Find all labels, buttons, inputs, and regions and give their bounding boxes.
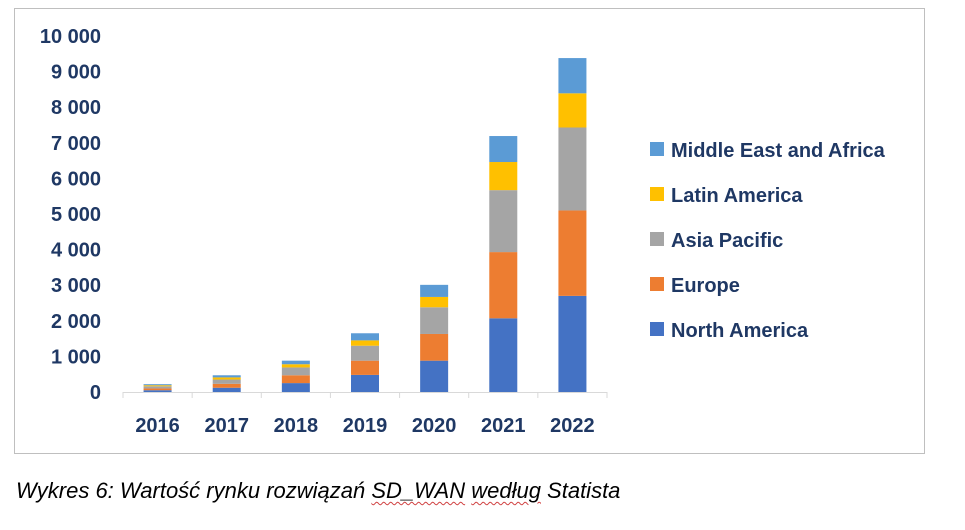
legend-label: Asia Pacific — [671, 230, 783, 252]
bar-segment — [558, 93, 587, 128]
bar-segment — [489, 252, 518, 319]
caption-term-wedlug: według — [471, 478, 541, 503]
bars — [143, 58, 587, 392]
y-tick-label: 4 000 — [51, 240, 101, 262]
stacked-bar-chart: 0 1 000 2 000 3 000 4 000 5 000 6 000 7 000 8 00… — [40, 26, 886, 437]
bar-segment — [489, 318, 518, 392]
bar-segment — [143, 388, 172, 391]
y-tick-label: 5 000 — [51, 204, 101, 226]
bar-segment — [281, 375, 310, 384]
y-tick-label: 6 000 — [51, 168, 101, 190]
bar-segment — [351, 340, 379, 346]
bar-segment — [212, 375, 241, 378]
caption-term-sdwan: SD_WAN — [371, 478, 466, 503]
x-tick-label: 2018 — [274, 415, 319, 437]
y-tick-label: 9 000 — [51, 62, 101, 84]
bar-segment — [420, 284, 449, 297]
bar-segment — [420, 296, 449, 308]
bar-segment — [351, 333, 379, 341]
bar-segment — [281, 383, 310, 392]
x-tick-label: 2022 — [550, 415, 595, 437]
bar-segment — [281, 367, 310, 376]
bar-segment — [212, 379, 241, 384]
y-tick-label: 3 000 — [51, 275, 101, 297]
x-axis-ticks — [122, 392, 608, 398]
legend-label: Europe — [671, 275, 740, 297]
y-tick-label: 7 000 — [51, 133, 101, 155]
legend-label: North America — [671, 320, 809, 342]
bar-segment — [143, 390, 172, 392]
legend-swatch — [650, 187, 664, 201]
bar-segment — [281, 360, 310, 365]
legend-swatch — [650, 142, 664, 156]
bar-segment — [351, 345, 379, 361]
legend-label: Latin America — [671, 185, 803, 207]
y-axis-tick-labels: 0 1 000 2 000 3 000 4 000 5 000 6 000 7 000 8 00… — [40, 26, 101, 404]
caption-prefix: Wykres 6: Wartość rynku rozwiązań — [16, 478, 372, 503]
x-tick-label: 2019 — [343, 415, 388, 437]
bar-segment — [558, 58, 587, 94]
caption-suffix: Statista — [540, 478, 621, 503]
y-tick-label: 0 — [90, 382, 101, 404]
chart-frame: 0 1 000 2 000 3 000 4 000 5 000 6 000 7 000 8 00… — [14, 8, 925, 454]
legend-label: Middle East and Africa — [671, 140, 886, 162]
x-tick-label: 2017 — [204, 415, 249, 437]
bar-segment — [351, 360, 379, 375]
bar-segment — [212, 383, 241, 388]
bar-segment — [281, 364, 310, 368]
bar-segment — [143, 385, 172, 387]
bar-segment — [489, 190, 518, 253]
legend: Middle East and Africa Latin America Asia … — [650, 140, 886, 342]
bar-segment — [143, 384, 172, 386]
bar-segment — [212, 377, 241, 380]
bar-segment — [420, 333, 449, 361]
x-tick-label: 2021 — [481, 415, 526, 437]
bar-segment — [143, 386, 172, 389]
y-tick-label: 1 000 — [51, 346, 101, 368]
bar-segment — [212, 387, 241, 392]
x-tick-label: 2016 — [135, 415, 180, 437]
bar-segment — [420, 307, 449, 334]
y-tick-label: 2 000 — [51, 311, 101, 333]
y-tick-label: 8 000 — [51, 97, 101, 119]
bar-segment — [489, 162, 518, 191]
bar-segment — [558, 127, 587, 211]
bar-segment — [558, 295, 587, 392]
x-tick-label: 2020 — [412, 415, 457, 437]
figure-caption: Wykres 6: Wartość rynku rozwiązań SD_WAN… — [16, 478, 620, 504]
bar-segment — [420, 360, 449, 392]
bar-segment — [489, 136, 518, 163]
legend-swatch — [650, 277, 664, 291]
y-tick-label: 10 000 — [40, 26, 101, 48]
legend-swatch — [650, 232, 664, 246]
x-axis-tick-labels: 2016 2017 2018 2019 2020 2021 2022 — [135, 415, 594, 437]
bar-segment — [558, 210, 587, 296]
bar-segment — [351, 374, 379, 392]
legend-swatch — [650, 322, 664, 336]
